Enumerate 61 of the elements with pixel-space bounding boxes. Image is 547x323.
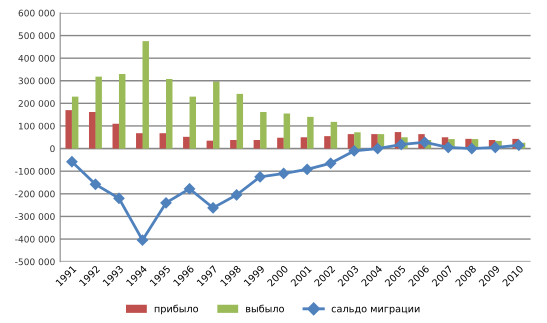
bar [206,140,214,149]
bar [160,133,166,149]
point [113,192,125,204]
bar [230,140,237,149]
point [419,136,430,148]
point [278,168,290,180]
bar [236,94,244,149]
bar [213,82,220,149]
bar [118,74,126,149]
bar [136,133,142,149]
bar [72,96,78,149]
y-tick-label: 0 [50,145,55,152]
bar [95,76,102,149]
point [254,171,266,182]
point [325,158,336,169]
point [90,178,102,190]
legend-label: сальдо миграции [332,306,420,314]
bar [183,136,190,149]
point [184,183,196,194]
bar [166,78,172,149]
bar [348,134,354,149]
y-tick-label: -200 000 [15,190,55,198]
bar [324,136,331,149]
point [466,142,478,154]
bar [330,122,338,149]
bar [300,137,308,149]
legend-label: выбыло [246,304,284,312]
bar [65,110,72,149]
bar [284,114,290,149]
point [160,197,172,208]
point [136,234,148,246]
point [230,189,242,201]
bar [307,116,314,149]
y-tick-label: -300 000 [15,213,55,220]
point [442,142,454,154]
y-tick-label: 300 000 [18,77,55,84]
bar [112,124,119,149]
legend-label: прибыло [154,304,198,314]
point [207,202,219,214]
bar [354,132,361,149]
y-tick-label: 600 000 [18,10,55,16]
bar [190,96,196,149]
point [348,145,360,156]
bar [88,112,96,149]
y-tick-label: 200 000 [18,100,55,107]
bar [260,112,267,149]
bar [142,41,149,149]
point [490,142,501,154]
y-tick-label: -100 000 [15,168,55,175]
point [396,138,407,150]
y-tick-label: 100 000 [18,122,55,130]
y-tick-label: 500 000 [18,32,55,40]
bar [277,138,284,149]
bar [254,140,260,149]
y-tick-label: -400 000 [15,236,55,243]
point [513,140,524,151]
y-tick-label: 400 000 [18,54,55,62]
point [66,156,78,168]
point [302,164,313,175]
y-tick-label: -500 000 [15,258,55,266]
point [372,142,384,154]
